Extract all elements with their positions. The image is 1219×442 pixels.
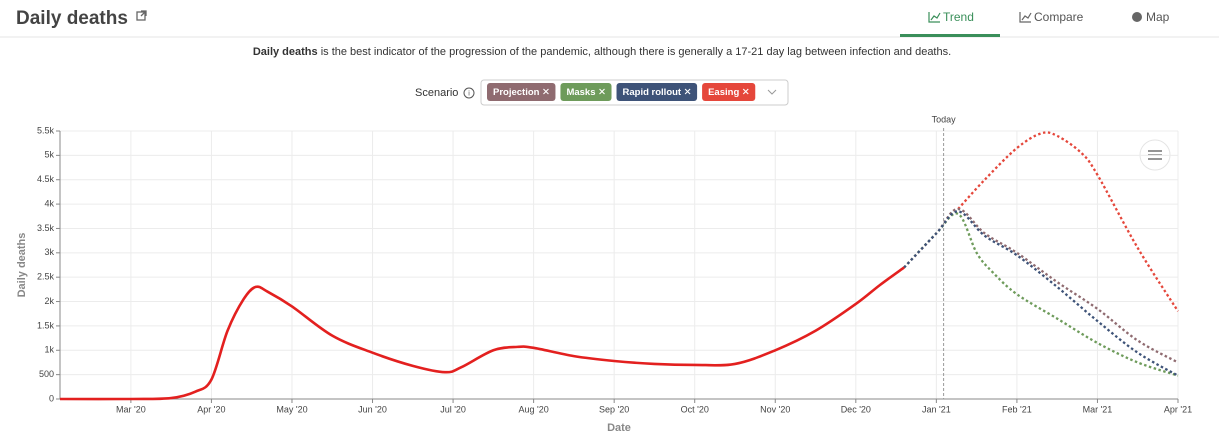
scenario-chip[interactable]: Easing bbox=[702, 83, 756, 101]
y-tick-label: 5.5k bbox=[37, 125, 55, 135]
tab[interactable]: Compare bbox=[1034, 10, 1084, 24]
scenario-chip[interactable]: Masks bbox=[560, 83, 612, 101]
x-tick-label: Aug '20 bbox=[518, 404, 548, 414]
chip-remove[interactable] bbox=[742, 88, 749, 95]
y-tick-label: 0 bbox=[49, 393, 54, 403]
trend-icon bbox=[928, 12, 941, 23]
dropdown-caret[interactable] bbox=[767, 89, 777, 95]
description-bold: Daily deaths bbox=[253, 46, 318, 58]
active-tab-indicator bbox=[900, 34, 1000, 37]
x-tick-label: May '20 bbox=[276, 404, 307, 414]
x-tick-label: Sep '20 bbox=[599, 404, 629, 414]
y-tick-label: 5k bbox=[44, 150, 54, 160]
legend-label: Rapid rollout bbox=[623, 87, 682, 98]
chip-background bbox=[616, 83, 698, 101]
chip-remove[interactable] bbox=[684, 88, 691, 95]
x-tick-label: Apr '20 bbox=[197, 404, 225, 414]
x-tick-label: Jul '20 bbox=[440, 404, 466, 414]
x-tick-label: Oct '20 bbox=[681, 404, 709, 414]
scenario-chip[interactable]: Rapid rollout bbox=[616, 83, 698, 101]
description: Daily deaths is the best indicator of th… bbox=[253, 46, 951, 58]
y-tick-label: 500 bbox=[39, 369, 54, 379]
y-axis-label: Daily deaths bbox=[16, 233, 28, 298]
x-tick-label: Apr '21 bbox=[1164, 404, 1192, 414]
info-icon[interactable]: i bbox=[463, 87, 475, 99]
svg-text:i: i bbox=[468, 90, 470, 97]
today-label: Today bbox=[932, 114, 957, 124]
series-line bbox=[903, 210, 1179, 377]
y-tick-label: 4.5k bbox=[37, 174, 55, 184]
y-tick-label: 3.5k bbox=[37, 223, 55, 233]
description-text: is the best indicator of the progression… bbox=[318, 46, 952, 58]
y-tick-label: 3k bbox=[44, 247, 54, 257]
x-tick-label: Mar '21 bbox=[1083, 404, 1113, 414]
y-tick-label: 1k bbox=[44, 345, 54, 355]
legend-label: Projection bbox=[493, 87, 540, 98]
y-tick-label: 2k bbox=[44, 296, 54, 306]
x-tick-label: Feb '21 bbox=[1002, 404, 1032, 414]
x-tick-label: Mar '20 bbox=[116, 404, 146, 414]
series-line bbox=[903, 207, 1179, 364]
x-tick-label: Nov '20 bbox=[760, 404, 790, 414]
chip-remove[interactable] bbox=[599, 88, 605, 95]
x-axis-label: Date bbox=[607, 422, 631, 434]
legend-label: Easing bbox=[708, 87, 739, 98]
compare-icon bbox=[1019, 12, 1032, 23]
series-line bbox=[957, 131, 1179, 312]
legend-label: Masks bbox=[566, 87, 595, 98]
external-link-icon[interactable] bbox=[136, 10, 147, 21]
y-tick-label: 4k bbox=[44, 198, 54, 208]
scenario-chip[interactable]: Projection bbox=[487, 83, 556, 101]
x-tick-label: Dec '20 bbox=[841, 404, 871, 414]
chip-background bbox=[560, 83, 612, 101]
x-tick-label: Jan '21 bbox=[922, 404, 951, 414]
page-title: Daily deaths bbox=[16, 8, 128, 29]
x-tick-label: Jun '20 bbox=[358, 404, 387, 414]
chip-background bbox=[702, 83, 756, 101]
chip-background bbox=[487, 83, 556, 101]
tab[interactable]: Trend bbox=[943, 10, 974, 24]
series-line bbox=[59, 266, 905, 401]
tab[interactable]: Map bbox=[1146, 10, 1170, 24]
globe-icon bbox=[1132, 12, 1142, 22]
chip-remove[interactable] bbox=[543, 88, 549, 95]
y-tick-label: 1.5k bbox=[37, 320, 55, 330]
scenario-label: Scenario bbox=[415, 87, 458, 99]
y-tick-label: 2.5k bbox=[37, 272, 55, 282]
